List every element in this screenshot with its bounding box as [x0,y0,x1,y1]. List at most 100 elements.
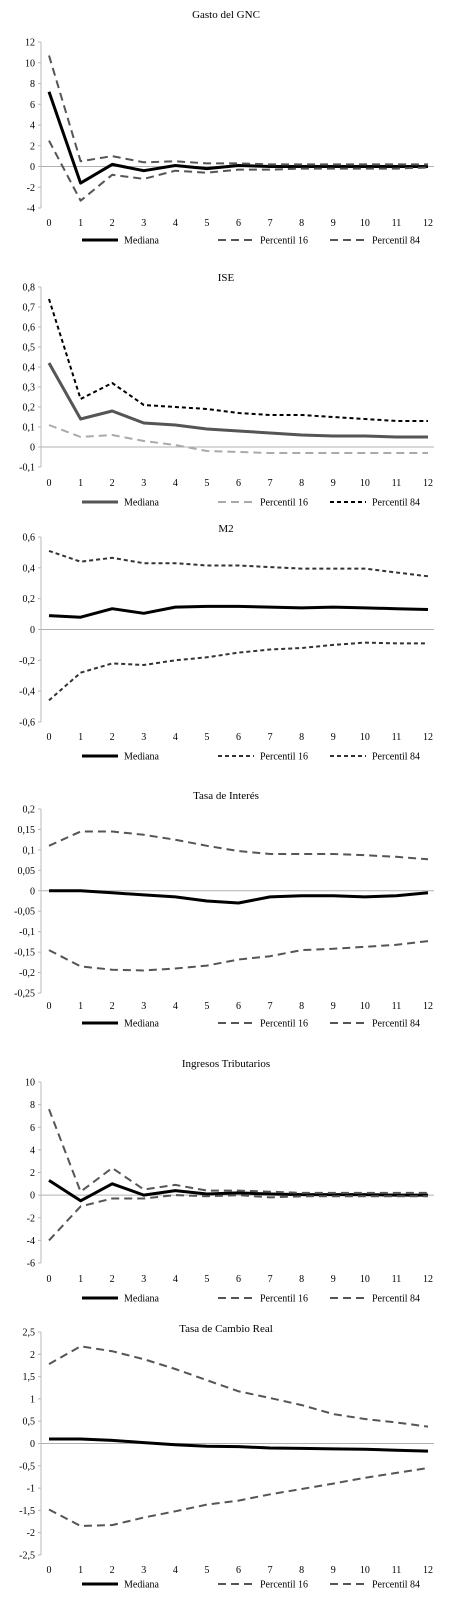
x-tick-label: 3 [141,1565,146,1576]
x-tick-label: 1 [78,478,83,489]
y-tick-label: 0,6 [23,323,36,334]
legend-label: Percentil 16 [260,1019,308,1030]
legend: Mediana Percentil 16 Percentil 84 [82,236,420,247]
y-tick-label: -1 [27,1484,35,1495]
y-tick-label: 0 [30,1191,35,1202]
y-tick-label: 0,4 [23,363,36,374]
x-tick-label: 0 [47,478,52,489]
x-tick-label: 6 [236,1001,241,1012]
series-line-percentil-16 [48,140,429,202]
y-tick-label: 0,3 [23,383,36,394]
series-line-mediana [49,1437,429,1453]
x-tick-label: 0 [47,1274,52,1285]
x-tick-label: 6 [236,218,241,229]
y-tick-label: 8 [30,79,35,90]
y-tick-label: -1,5 [19,1506,35,1517]
series-line-percentil-16 [48,1467,429,1527]
x-tick-label: 0 [47,732,52,743]
x-tick-label: 7 [268,1001,273,1012]
legend-label: Mediana [124,1019,160,1030]
series-line-percentil-16 [48,940,429,972]
legend-label: Percentil 84 [372,236,420,247]
legend: Mediana Percentil 16 Percentil 84 [82,1580,420,1591]
y-tick-label: 4 [30,121,35,132]
y-tick-label: 6 [30,100,35,111]
x-tick-label: 7 [268,478,273,489]
x-tick-label: 2 [110,478,115,489]
y-tick-label: 0 [30,443,35,454]
y-tick-label: -0,4 [19,687,35,698]
y-tick-label: -0,1 [19,927,35,938]
legend-label: Mediana [124,1580,160,1591]
x-tick-label: 0 [47,1565,52,1576]
series-line-percentil-84 [48,298,428,422]
y-tick-label: 0 [30,162,35,173]
y-tick-label: -0,25 [14,989,35,1000]
x-tick-label: 6 [236,1274,241,1285]
x-tick-label: 10 [360,1565,370,1576]
x-tick-label: 2 [110,1001,115,1012]
y-tick-label: -0,6 [19,718,35,729]
x-tick-label: 9 [331,1565,336,1576]
legend-label: Percentil 84 [372,752,420,763]
y-tick-label: 0,5 [23,343,36,354]
y-tick-label: -0,15 [14,948,35,959]
x-tick-label: 9 [331,1274,336,1285]
y-tick-label: 0,1 [23,423,36,434]
x-tick-label: 5 [204,1001,209,1012]
y-tick-label: 2 [30,1350,35,1361]
y-tick-label: 10 [25,1078,35,1089]
series-line-mediana [48,604,429,619]
y-tick-label: 2,5 [23,1328,36,1339]
y-tick-label: 0,2 [23,805,36,816]
y-tick-label: 0,1 [23,845,36,856]
x-tick-label: 12 [423,218,433,229]
x-tick-label: 12 [423,478,433,489]
y-tick-label: 0,7 [23,303,36,314]
x-tick-label: 2 [110,732,115,743]
x-tick-label: 3 [141,732,146,743]
chart-2: ISE-0,100,10,20,30,40,50,60,70,80 1 2 3 4 5 6 7… [19,272,434,509]
x-tick-label: 8 [299,478,304,489]
y-tick-label: 0,15 [18,825,36,836]
x-tick-label: 9 [331,732,336,743]
y-tick-label: 0,05 [18,866,36,877]
x-tick-label: 7 [268,218,273,229]
y-tick-label: 6 [30,1123,35,1134]
chart-6: Tasa de Cambio Real -2,5 -2 -1,5 -1 -0,5 0 0,5 1… [19,1323,434,1591]
chart-title: Tasa de Cambio Real [179,1323,273,1335]
y-tick-label: 12 [25,38,35,49]
y-tick-label: -6 [27,1259,35,1270]
x-tick-label: 2 [110,1565,115,1576]
x-tick-label: 11 [392,1565,402,1576]
y-tick-label: 1 [30,1394,35,1405]
x-tick-label: 0 [47,218,52,229]
x-tick-label: 10 [360,1001,370,1012]
legend: Mediana Percentil 16 Percentil 84 [82,1294,420,1305]
x-tick-label: 6 [236,478,241,489]
x-tick-label: 11 [392,732,402,743]
x-tick-label: 1 [78,732,83,743]
legend-label: Percentil 84 [372,1019,420,1030]
x-tick-label: 10 [360,218,370,229]
x-tick-label: 1 [78,1001,83,1012]
x-tick-label: 10 [360,732,370,743]
y-tick-label: 0 [30,1439,35,1450]
x-tick-label: 5 [204,478,209,489]
y-tick-label: -0,2 [19,968,35,979]
chart-title: Gasto del GNC [192,9,260,21]
series-line-mediana [48,1179,428,1203]
x-tick-label: 7 [268,1274,273,1285]
x-tick-label: 4 [173,1001,178,1012]
legend-label: Percentil 16 [260,1580,308,1591]
legend-label: Mediana [124,498,160,509]
x-tick-label: 10 [360,478,370,489]
y-tick-label: -0,05 [14,907,35,918]
x-tick-label: 11 [392,478,402,489]
x-tick-label: 4 [173,732,178,743]
x-tick-label: 11 [392,1274,402,1285]
x-tick-label: 8 [299,1274,304,1285]
y-tick-label: 0 [30,886,35,897]
